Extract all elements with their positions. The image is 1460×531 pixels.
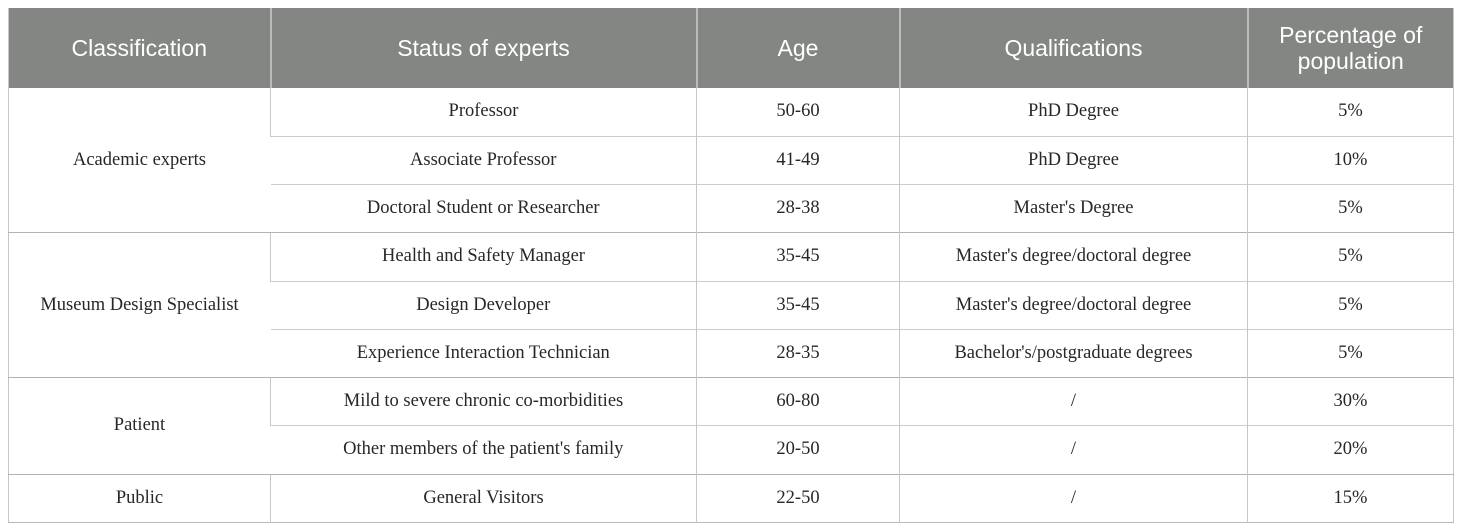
status-cell: General Visitors [270, 473, 697, 523]
header-status-of-experts: Status of experts [269, 8, 697, 88]
percentage-cell: 5% [1247, 328, 1454, 378]
age-cell: 20-50 [696, 425, 900, 475]
table-row: Design Developer 35-45 Master's degree/d… [9, 280, 1454, 330]
table-body: Academic experts Professor 50-60 PhD Deg… [8, 88, 1454, 523]
qualifications-cell: PhD Degree [899, 88, 1248, 137]
classification-cell: Public [8, 473, 271, 523]
table-row: Public General Visitors 22-50 / 15% [8, 473, 1454, 523]
qualifications-cell: Master's degree/doctoral degree [899, 232, 1248, 282]
table-row: Academic experts Professor 50-60 PhD Deg… [8, 88, 1454, 233]
table-row: Other members of the patient's family 20… [9, 425, 1454, 475]
percentage-cell: 30% [1247, 377, 1454, 426]
status-cell: Doctoral Student or Researcher [270, 184, 697, 233]
percentage-cell: 5% [1247, 280, 1454, 330]
percentage-cell: 10% [1247, 135, 1454, 185]
age-cell: 35-45 [696, 280, 900, 330]
status-cell: Associate Professor [270, 135, 697, 185]
age-cell: 28-38 [696, 184, 900, 233]
classification-cell: Academic experts [8, 88, 271, 233]
participants-table: Classification Status of experts Age Qua… [8, 8, 1454, 523]
status-cell: Design Developer [270, 280, 697, 330]
percentage-cell: 5% [1247, 232, 1454, 282]
header-qualifications: Qualifications [898, 8, 1248, 88]
header-percentage-of-population: Percentage of population [1246, 8, 1454, 88]
classification-cell: Patient [8, 377, 271, 475]
table-row: Experience Interaction Technician 28-35 … [9, 328, 1454, 378]
participants-table-container: Classification Status of experts Age Qua… [8, 8, 1454, 523]
percentage-cell: 20% [1247, 425, 1454, 475]
percentage-cell: 5% [1247, 88, 1454, 137]
qualifications-cell: Master's Degree [899, 184, 1248, 233]
table-header: Classification Status of experts Age Qua… [8, 8, 1454, 88]
header-classification: Classification [8, 8, 271, 88]
header-row: Classification Status of experts Age Qua… [8, 8, 1454, 88]
qualifications-cell: / [899, 425, 1248, 475]
table-row: Doctoral Student or Researcher 28-38 Mas… [9, 184, 1454, 233]
age-cell: 60-80 [696, 377, 900, 426]
qualifications-cell: / [899, 377, 1248, 426]
percentage-cell: 15% [1247, 473, 1454, 523]
age-cell: 35-45 [696, 232, 900, 282]
classification-cell: Museum Design Specialist [8, 232, 271, 378]
table-row: Museum Design Specialist Health and Safe… [8, 232, 1454, 378]
status-cell: Mild to severe chronic co-morbidities [270, 377, 697, 426]
qualifications-cell: Bachelor's/postgraduate degrees [899, 328, 1248, 378]
age-cell: 28-35 [696, 328, 900, 378]
age-cell: 50-60 [696, 88, 900, 137]
qualifications-cell: PhD Degree [899, 135, 1248, 185]
age-cell: 22-50 [696, 473, 900, 523]
status-cell: Other members of the patient's family [270, 425, 697, 475]
qualifications-cell: Master's degree/doctoral degree [899, 280, 1248, 330]
header-age: Age [695, 8, 900, 88]
percentage-cell: 5% [1247, 184, 1454, 233]
table-row: Patient Mild to severe chronic co-morbid… [8, 377, 1454, 475]
qualifications-cell: / [899, 473, 1248, 523]
age-cell: 41-49 [696, 135, 900, 185]
status-cell: Professor [270, 88, 697, 137]
table-row: Associate Professor 41-49 PhD Degree 10% [9, 135, 1454, 185]
status-cell: Health and Safety Manager [270, 232, 697, 282]
status-cell: Experience Interaction Technician [270, 328, 697, 378]
